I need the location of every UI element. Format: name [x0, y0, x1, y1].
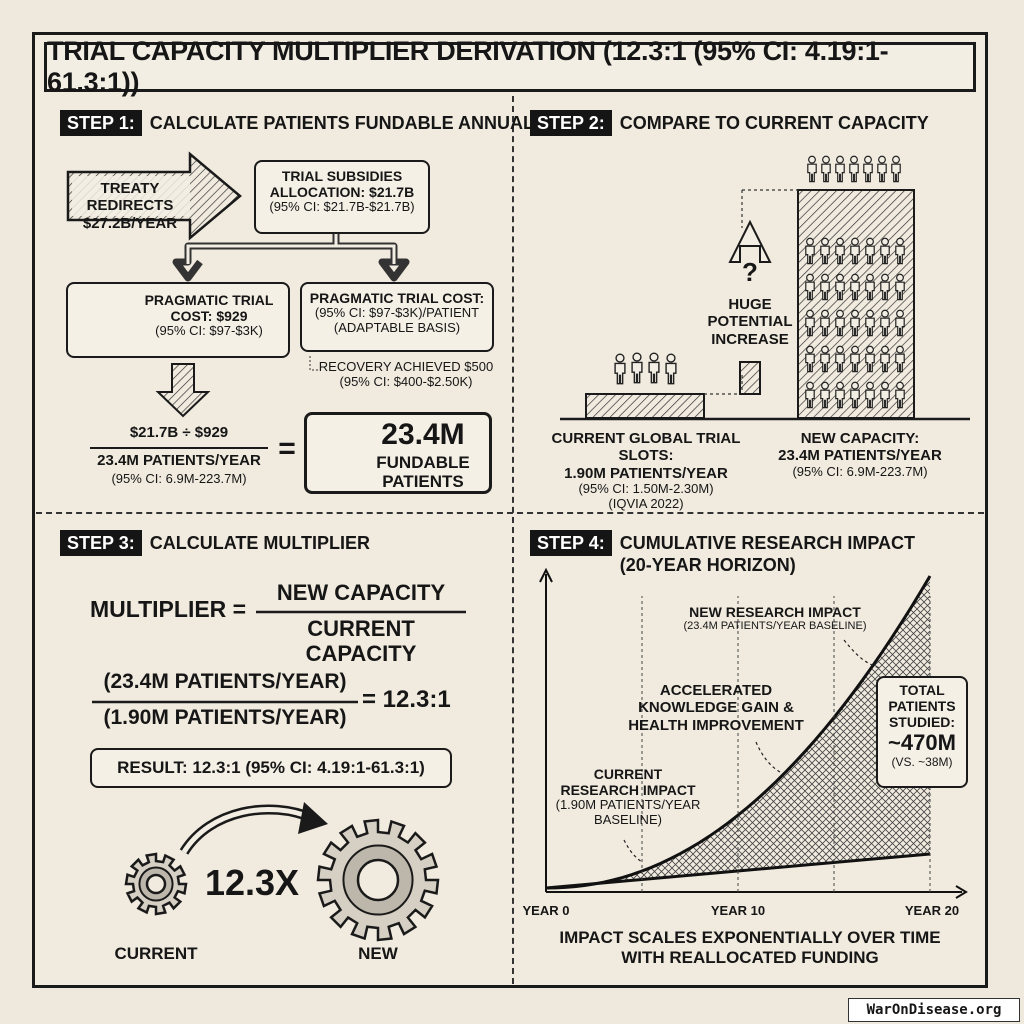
impact-gap-area: [546, 576, 930, 888]
calc3-numerator: (23.4M PATIENTS/YEAR): [103, 670, 347, 693]
split-arrow: [172, 234, 410, 282]
pragmatic-right-text: PRAGMATIC TRIAL COST: (95% CI: $97-$3K)/…: [309, 290, 485, 336]
step4-heading: CUMULATIVE RESEARCH IMPACT (20-YEAR HORI…: [619, 533, 916, 575]
recovery-connector: [309, 356, 318, 371]
calc-result: 23.4M PATIENTS/YEAR: [97, 452, 261, 469]
total-patients-text: TOTAL PATIENTS STUDIED: ~470M (VS. ~38M): [888, 682, 956, 769]
subsidies-box: [254, 160, 430, 234]
current-impact-label: CURRENT RESEARCH IMPACT (1.90M PATIENTS/…: [555, 766, 701, 828]
calc3-denominator: (1.90M PATIENTS/YEAR): [103, 706, 347, 729]
new-capacity-bar: [797, 189, 915, 419]
step2-badge: STEP 2:: [530, 110, 612, 136]
accelerated-label: ACCELERATED KNOWLEDGE GAIN & HEALTH IMPR…: [628, 682, 804, 734]
gear-current-label: CURRENT: [114, 944, 198, 963]
recovery-text: RECOVERY ACHIEVED $500 (95% CI: $400-$2.…: [318, 359, 494, 389]
step1-heading: CALCULATE PATIENTS FUNDABLE ANNUALLY: [149, 113, 556, 133]
gear-arrow-head: [298, 802, 328, 834]
multiplier-label: MULTIPLIER =: [90, 596, 247, 622]
multiplier-denominator: CURRENT CAPACITY: [305, 616, 417, 667]
subsidies-text: TRIAL SUBSIDIES ALLOCATION: $21.7B (95% …: [269, 168, 415, 215]
pragmatic-right-box: [300, 282, 494, 352]
tick-year10: YEAR 10: [710, 903, 766, 918]
new-impact-curve: [545, 575, 932, 890]
new-capacity-label: NEW CAPACITY: 23.4M PATIENTS/YEAR (95% C…: [778, 430, 942, 479]
gear-arrow-inner: [181, 806, 313, 854]
page-title: TRIAL CAPACITY MULTIPLIER DERIVATION (12…: [47, 36, 889, 97]
watermark: WarOnDisease.org: [848, 998, 1020, 1022]
down-arrow: [155, 363, 211, 418]
step1-badge: STEP 1:: [60, 110, 142, 136]
multiplier-numerator: NEW CAPACITY: [276, 580, 446, 605]
calc-numerator: $21.7B ÷ $929: [129, 424, 229, 441]
gear-new-label: NEW: [358, 944, 398, 963]
step3-heading: CALCULATE MULTIPLIER: [149, 533, 371, 553]
question-mark: ?: [742, 257, 758, 287]
result-text: RESULT: 12.3:1 (95% CI: 4.19:1-61.3:1): [117, 758, 425, 777]
step2-arrow-base: [739, 361, 761, 395]
calc-equals: =: [278, 432, 296, 465]
treaty-arrow: [66, 151, 242, 241]
callout-new: [843, 639, 881, 669]
step2-heading: COMPARE TO CURRENT CAPACITY: [619, 113, 929, 133]
title-box: TRIAL CAPACITY MULTIPLIER DERIVATION (12…: [44, 36, 976, 97]
current-capacity-bar: [585, 393, 705, 419]
x-axis-arrow: [955, 885, 968, 899]
step4-header: STEP 4: CUMULATIVE RESEARCH IMPACT (20-Y…: [530, 530, 915, 576]
step3-header: STEP 3: CALCULATE MULTIPLIER: [60, 530, 370, 556]
gear-multiplier-value: 12.3X: [204, 862, 300, 903]
treaty-label: TREATY REDIRECTS $27.2B/YEAR: [82, 180, 178, 232]
impact-chart: [539, 567, 968, 899]
pragmatic-left-box: [66, 282, 290, 358]
chart-footer: IMPACT SCALES EXPONENTIALLY OVER TIME WI…: [559, 928, 941, 967]
result-box: [90, 748, 452, 788]
callout-accel: [755, 741, 781, 773]
increase-arrow: [728, 219, 772, 263]
step2-dotted-guides: [704, 190, 743, 395]
tick-year0: YEAR 0: [522, 903, 570, 918]
calc-ci: (95% CI: 6.9M-223.7M): [111, 471, 247, 486]
pragmatic-left-text: PRAGMATIC TRIAL COST: $929 (95% CI: $97-…: [144, 292, 274, 339]
fundable-box: [304, 412, 492, 494]
large-gear-icon: [316, 818, 440, 942]
vertical-divider: [512, 96, 514, 984]
calc3-result: = 12.3:1: [362, 686, 451, 713]
callout-current: [623, 839, 643, 863]
new-impact-label: NEW RESEARCH IMPACT (23.4M PATIENTS/YEAR…: [683, 604, 867, 633]
horizontal-divider: [36, 512, 984, 514]
step3-badge: STEP 3:: [60, 530, 142, 556]
step4-badge: STEP 4:: [530, 530, 612, 556]
new-crowd-top-icons: [806, 155, 902, 183]
step1-header: STEP 1: CALCULATE PATIENTS FUNDABLE ANNU…: [60, 110, 555, 136]
y-axis-arrow: [539, 567, 553, 583]
current-crowd-icons: [614, 352, 677, 385]
fundable-text: 23.4M FUNDABLE PATIENTS: [376, 418, 470, 492]
current-capacity-label: CURRENT GLOBAL TRIAL SLOTS: 1.90M PATIEN…: [551, 430, 741, 511]
step2-header: STEP 2: COMPARE TO CURRENT CAPACITY: [530, 110, 929, 136]
tick-year20: YEAR 20: [904, 903, 960, 918]
total-patients-box: [876, 676, 968, 788]
increase-label: HUGE POTENTIAL INCREASE: [707, 296, 793, 348]
small-gear-icon: [124, 852, 188, 916]
